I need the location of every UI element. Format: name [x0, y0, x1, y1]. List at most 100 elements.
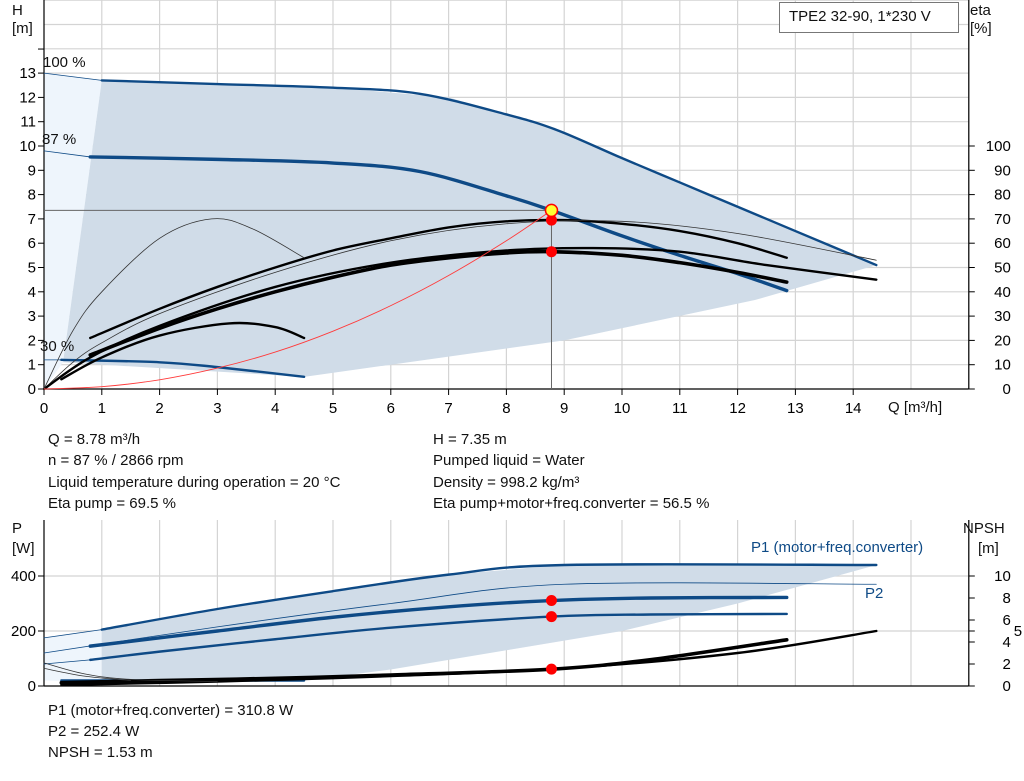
- info-p2: P2 = 252.4 W: [48, 723, 140, 740]
- x-tick-label: 6: [387, 400, 395, 417]
- x-tick-label: 5: [329, 400, 337, 417]
- info-eta-total: Eta pump+motor+freq.converter = 56.5 %: [433, 495, 710, 512]
- y-tick-label: 10: [19, 138, 36, 155]
- x-tick-label: 14: [845, 400, 862, 417]
- x-tick-label: 9: [560, 400, 568, 417]
- y-tick-label: 12: [19, 89, 36, 106]
- curve-p-2: [43, 582, 877, 654]
- pump-title: TPE2 32-90, 1*230 V: [789, 8, 931, 25]
- x-tick-label: 4: [271, 400, 279, 417]
- curve-p-3: [88, 595, 789, 648]
- curve-h-2: [43, 150, 91, 158]
- curve-npsh-10: [43, 668, 132, 681]
- y2-tick-label: 30: [994, 308, 1011, 325]
- curve-h-12: [43, 209, 552, 390]
- duty-point-eta-pump: [545, 214, 557, 226]
- y2-tick-label: 100: [986, 138, 1011, 155]
- y2-tick-label: 60: [994, 235, 1011, 252]
- info-npsh: NPSH = 1.53 m: [48, 744, 153, 761]
- x-tick-label: 13: [787, 400, 804, 417]
- info-density: Density = 998.2 kg/m³: [433, 474, 580, 491]
- curve-eta-9: [42, 246, 878, 391]
- x-tick-label: 8: [502, 400, 510, 417]
- info-liquid-temp: Liquid temperature during operation = 20…: [48, 474, 341, 491]
- q-axis-label: Q [m³/h]: [888, 399, 943, 416]
- curve-eta-11: [43, 218, 305, 390]
- curve-p-5: [89, 612, 788, 662]
- curve-h-3: [88, 155, 789, 293]
- operating-region: [101, 565, 877, 682]
- speed-label-30: 30 %: [40, 338, 75, 355]
- y-tick-label: 400: [11, 568, 36, 585]
- y2-tick-label: 0: [1002, 678, 1010, 695]
- legend-p1: P1 (motor+freq.converter): [751, 539, 924, 556]
- x-tick-label: 10: [614, 400, 631, 417]
- eta-axis-unit: [%]: [970, 20, 992, 37]
- x-tick-label: 7: [444, 400, 452, 417]
- y-tick-label: 8: [28, 187, 36, 204]
- x-tick-label: 3: [213, 400, 221, 417]
- y2-tick-label: 40: [994, 284, 1011, 301]
- curve-eta-6: [89, 218, 788, 340]
- y-tick-label: 1: [28, 357, 36, 374]
- curve-eta-7: [43, 220, 877, 390]
- y-tick-label: 3: [28, 308, 36, 325]
- curve-eta-10: [60, 321, 306, 381]
- curve-h-0: [43, 72, 103, 81]
- x-tick-label: 1: [98, 400, 106, 417]
- y-tick-label: 0: [28, 381, 36, 398]
- y2-tick-label: 5: [1014, 623, 1022, 640]
- eta-axis-label: eta: [970, 2, 991, 19]
- info-head: H = 7.35 m: [433, 431, 507, 448]
- y2-tick-label: 90: [994, 162, 1011, 179]
- y-tick-label: 2: [28, 332, 36, 349]
- operating-region: [63, 80, 877, 377]
- y2-tick-label: 0: [1002, 381, 1010, 398]
- info-p1: P1 (motor+freq.converter) = 310.8 W: [48, 702, 294, 719]
- y2-tick-label: 4: [1002, 634, 1010, 651]
- h-axis-label: H: [12, 2, 23, 19]
- y2-tick-label: 70: [994, 211, 1011, 228]
- operating-region-light: [44, 73, 102, 389]
- curve-h-1: [100, 79, 878, 267]
- h-axis-unit: [m]: [12, 20, 33, 37]
- npsh-axis-unit: [m]: [978, 540, 999, 557]
- info-liquid: Pumped liquid = Water: [433, 452, 585, 469]
- y-tick-label: 13: [19, 65, 36, 82]
- y2-tick-label: 8: [1002, 590, 1010, 607]
- npsh-axis-label: NPSH: [963, 520, 1005, 537]
- y2-tick-label: 20: [994, 332, 1011, 349]
- duty-point-npsh: [545, 663, 557, 675]
- p-axis-label: P: [12, 520, 23, 537]
- y-tick-label: 4: [28, 284, 36, 301]
- curve-p-0: [43, 629, 103, 639]
- y2-tick-label: 80: [994, 187, 1011, 204]
- pump-title-box: TPE2 32-90, 1*230 V: [779, 2, 959, 33]
- duty-point-eta-total: [545, 246, 557, 258]
- duty-point-p1: [545, 595, 557, 607]
- y-tick-label: 7: [28, 211, 36, 228]
- legend-p2: P2: [865, 585, 884, 602]
- x-tick-label: 0: [40, 400, 48, 417]
- y2-tick-label: 2: [1002, 656, 1010, 673]
- curve-h-5: [60, 358, 306, 379]
- y2-tick-label: 50: [994, 260, 1011, 277]
- info-speed: n = 87 % / 2866 rpm: [48, 452, 184, 469]
- info-flow: Q = 8.78 m³/h: [48, 431, 141, 448]
- duty-point-head: [544, 203, 559, 218]
- x-tick-label: 12: [729, 400, 746, 417]
- y-tick-label: 5: [28, 260, 36, 277]
- curve-npsh-9: [43, 662, 218, 682]
- y-tick-label: 9: [28, 162, 36, 179]
- duty-point-p2: [545, 611, 557, 623]
- operating-region-light: [44, 629, 102, 682]
- y-tick-label: 11: [20, 114, 36, 131]
- y-tick-label: 0: [28, 678, 36, 695]
- y2-tick-label: 6: [1002, 612, 1010, 629]
- y2-tick-label: 10: [994, 357, 1011, 374]
- x-tick-label: 2: [155, 400, 163, 417]
- curve-p-4: [43, 659, 91, 665]
- info-eta-pump: Eta pump = 69.5 %: [48, 495, 176, 512]
- curve-p-1: [100, 563, 878, 631]
